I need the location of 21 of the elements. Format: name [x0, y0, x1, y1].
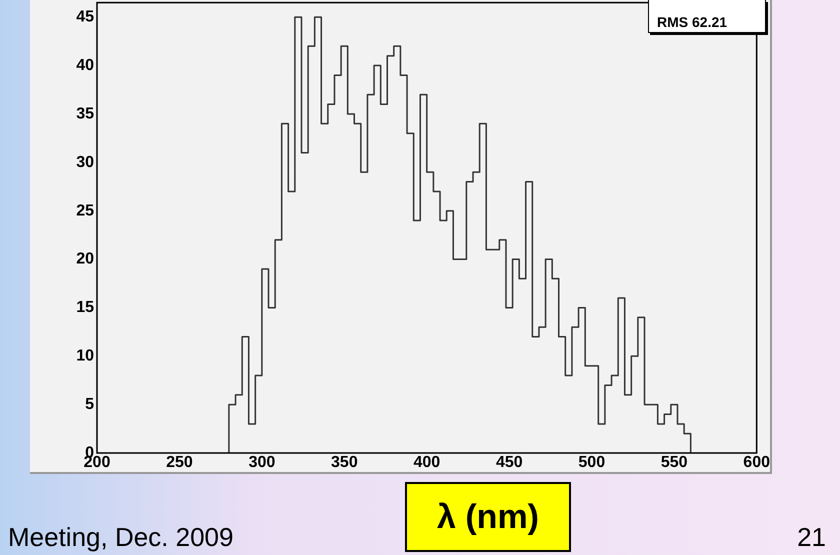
y-tick-label: 25 — [76, 202, 94, 220]
x-tick-label: 400 — [413, 454, 440, 472]
x-tick-label: 350 — [331, 454, 358, 472]
y-tick-label: 20 — [76, 250, 94, 268]
x-tick-label: 600 — [743, 454, 770, 472]
x-tick-label: 250 — [166, 454, 193, 472]
x-axis-title: λ (nm) — [405, 482, 571, 552]
text: Meeting, Dec. 2009 — [8, 522, 234, 553]
y-tick-label: 30 — [76, 154, 94, 171]
text: 21 — [797, 522, 826, 553]
x-tick-label: 550 — [660, 454, 688, 472]
y-tick-label: 40 — [76, 56, 94, 74]
y-tick-label: 10 — [76, 348, 94, 365]
y-tick-label: 15 — [76, 299, 94, 316]
x-tick-label: 450 — [496, 454, 523, 472]
y-tick-label: 35 — [76, 105, 94, 122]
y-tick-label: 45 — [76, 8, 94, 26]
y-tick-label: 5 — [85, 396, 94, 413]
x-tick-label: 500 — [578, 454, 606, 472]
stats-box: RMS 62.21 — [648, 0, 766, 33]
x-tick-label: 300 — [248, 454, 276, 472]
